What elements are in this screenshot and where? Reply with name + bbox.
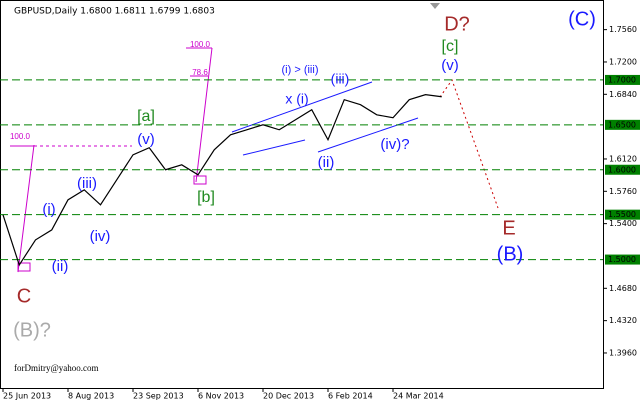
plot-frame: [0, 0, 604, 389]
wave-label: (B)?: [13, 319, 51, 341]
channel-line: [242, 139, 306, 156]
wave-label: (i): [42, 201, 55, 218]
x-tick-label: 24 Mar 2014: [393, 392, 444, 401]
wave-label: (v): [441, 57, 459, 74]
y-tick-label: 1.7560: [609, 25, 637, 34]
wave-label: (iv)?: [380, 136, 409, 153]
x-tick-label: 20 Dec 2013: [263, 392, 314, 401]
y-tick-label: 1.7200: [609, 57, 637, 66]
wave-label: (ii): [52, 258, 69, 275]
wave-label: [a]: [137, 108, 155, 125]
y-tick-label: 1.3960: [609, 348, 637, 357]
chart-title: GBPUSD,Daily 1.6800 1.6811 1.6799 1.6803: [14, 7, 215, 17]
price-line: [2, 94, 442, 267]
wave-label: (C): [568, 8, 596, 30]
level-label: 1.5000: [608, 255, 636, 264]
wave-label: [b]: [197, 189, 215, 206]
footer: forDmitry@yahoo.com: [14, 363, 99, 373]
level-box: [605, 164, 640, 175]
wave-label: 100.0: [190, 40, 211, 49]
y-tick-label: 1.6840: [609, 90, 637, 99]
channel: [231, 81, 419, 156]
y-tick-label: 1.5760: [609, 187, 637, 196]
wave-label: [c]: [442, 38, 459, 55]
level-box: [605, 209, 640, 220]
level-label: 1.6500: [608, 120, 636, 129]
wave-label: (iii): [77, 175, 97, 192]
wave-label: E: [502, 217, 515, 239]
channel-line: [231, 81, 373, 133]
wave-label: 78.6: [192, 68, 208, 77]
fib-box: [17, 262, 31, 272]
wave-label: D?: [444, 13, 470, 35]
x-tick-label: 6 Nov 2013: [198, 392, 244, 401]
wave-label: 100.0: [10, 132, 31, 141]
wave-label: (iii): [331, 71, 350, 87]
wave-label: x (i): [285, 91, 308, 107]
fib-box: [193, 175, 207, 185]
wave-label: (ii): [318, 154, 335, 171]
level-label: 1.5500: [608, 210, 636, 219]
wave-label: (v): [137, 131, 155, 148]
x-tick-label: 8 Aug 2013: [68, 392, 114, 401]
y-tick-label: 1.5400: [609, 219, 637, 228]
x-tick-label: 25 Jun 2013: [3, 392, 51, 401]
level-box: [605, 74, 640, 85]
level-label: 1.7000: [608, 75, 636, 84]
fib-lines: [10, 47, 213, 273]
wave-label: (iv): [90, 228, 111, 245]
level-label: 1.6000: [608, 165, 636, 174]
channel-line: [317, 117, 419, 153]
shift-marker: [430, 3, 440, 9]
x-tick-label: 6 Feb 2014: [328, 392, 373, 401]
level-box: [605, 119, 640, 130]
wave-label: (B): [497, 243, 524, 265]
wave-label: C: [17, 285, 31, 307]
level-box: [605, 254, 640, 265]
y-tick-label: 1.4320: [609, 316, 637, 325]
x-tick-label: 23 Sep 2013: [133, 392, 184, 401]
wave-label: (i) > (iii): [282, 64, 319, 76]
fib-line: [195, 47, 213, 183]
y-tick-label: 1.4680: [609, 284, 637, 293]
y-tick-label: 1.6120: [609, 154, 637, 163]
